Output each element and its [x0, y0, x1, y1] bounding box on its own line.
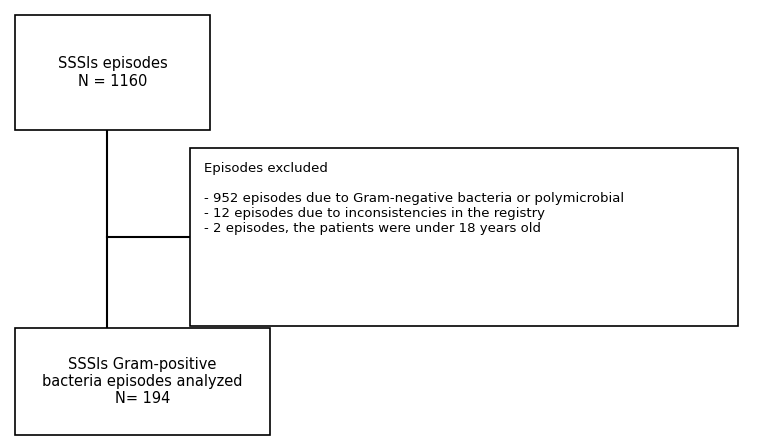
- Text: SSSIs Gram-positive
bacteria episodes analyzed
N= 194: SSSIs Gram-positive bacteria episodes an…: [42, 356, 243, 406]
- Text: SSSIs episodes
N = 1160: SSSIs episodes N = 1160: [58, 57, 168, 89]
- Bar: [15, 328, 270, 435]
- Bar: [190, 148, 738, 326]
- Text: Episodes excluded

- 952 episodes due to Gram-negative bacteria or polymicrobial: Episodes excluded - 952 episodes due to …: [204, 162, 624, 235]
- Bar: [15, 15, 210, 130]
